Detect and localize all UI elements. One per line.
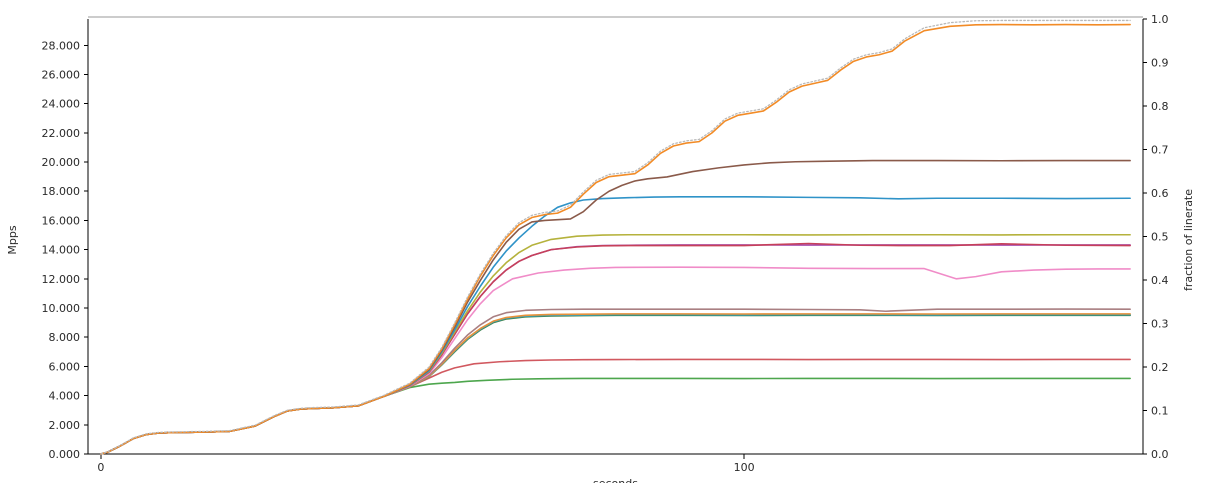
y-axis-right-ticks: 0.0 0.1 0.2 0.3 0.4 0.5 0.6 0.7 0.8 0.9 1.0: [1143, 13, 1169, 461]
y-axis-right-tick-label: 0.2: [1151, 361, 1169, 374]
y-axis-right: 0.0 0.1 0.2 0.3 0.4 0.5 0.6 0.7 0.8 0.9 1.0 fracti…: [1142, 13, 1195, 461]
x-axis-tick-label: 100: [734, 461, 755, 474]
series-lines-group: [100, 19, 1131, 455]
y-axis-right-tick-label: 0.3: [1151, 318, 1169, 331]
y-axis-left-tick-label: 2.000: [49, 419, 81, 432]
series-line-flow-14-grey-dotted-top: [100, 19, 1131, 455]
y-axis-left-tick-label: 8.000: [49, 331, 81, 344]
y-axis-right-tick-label: 0.7: [1151, 144, 1169, 157]
y-axis-left-tick-label: 26.000: [42, 68, 81, 81]
y-axis-left-tick-label: 24.000: [42, 98, 81, 111]
y-axis-left-tick-label: 28.000: [42, 39, 81, 52]
series-line-flow-03-darkgreen-mid: [100, 314, 1131, 455]
series-line-flow-13-orange-top: [100, 23, 1131, 455]
y-axis-left-tick-label: 6.000: [49, 360, 81, 373]
series-line-flow-02-red-low: [100, 358, 1131, 455]
y-axis-right-tick-label: 0.4: [1151, 274, 1169, 287]
series-line-flow-04-teal-mid: [100, 313, 1131, 455]
series-line-flow-05-orange-mid: [100, 313, 1131, 455]
y-axis-right-tick-label: 0.9: [1151, 57, 1169, 70]
series-line-flow-01-green-low: [100, 377, 1131, 455]
y-axis-left-tick-label: 20.000: [42, 156, 81, 169]
x-axis: 0 100 seconds: [88, 453, 1143, 483]
y-axis-right-tick-label: 0.1: [1151, 405, 1169, 418]
y-axis-right-tick-label: 0.6: [1151, 187, 1169, 200]
y-axis-left-tick-label: 10.000: [42, 302, 81, 315]
y-axis-left-tick-label: 18.000: [42, 185, 81, 198]
series-line-flow-09-crimson-upper: [100, 242, 1131, 455]
y-axis-left-ticks: 0.000 2.000 4.000 6.000 8.000 10.000 12.000 14.…: [42, 39, 88, 461]
y-axis-right-tick-label: 0.8: [1151, 100, 1169, 113]
y-axis-left-tick-label: 22.000: [42, 127, 81, 140]
y-axis-left-tick-label: 4.000: [49, 390, 81, 403]
y-axis-left-title: Mpps: [6, 225, 19, 254]
x-axis-tick-label: 0: [97, 461, 104, 474]
y-axis-right-tick-label: 1.0: [1151, 13, 1169, 26]
y-axis-left: 0.000 2.000 4.000 6.000 8.000 10.000 12.000 14.…: [6, 19, 89, 461]
y-axis-right-tick-label: 0.5: [1151, 231, 1169, 244]
y-axis-right-title: fraction of linerate: [1182, 189, 1195, 291]
y-axis-left-tick-label: 12.000: [42, 273, 81, 286]
x-axis-ticks: 0 100: [97, 454, 755, 474]
y-axis-right-tick-label: 0.0: [1151, 448, 1169, 461]
y-axis-left-tick-label: 14.000: [42, 244, 81, 257]
y-axis-left-tick-label: 0.000: [49, 448, 81, 461]
series-line-flow-12-brown-high: [100, 159, 1131, 455]
x-axis-title: seconds: [593, 477, 638, 483]
y-axis-left-tick-label: 16.000: [42, 214, 81, 227]
series-line-flow-06-mauve-mid: [100, 308, 1131, 455]
